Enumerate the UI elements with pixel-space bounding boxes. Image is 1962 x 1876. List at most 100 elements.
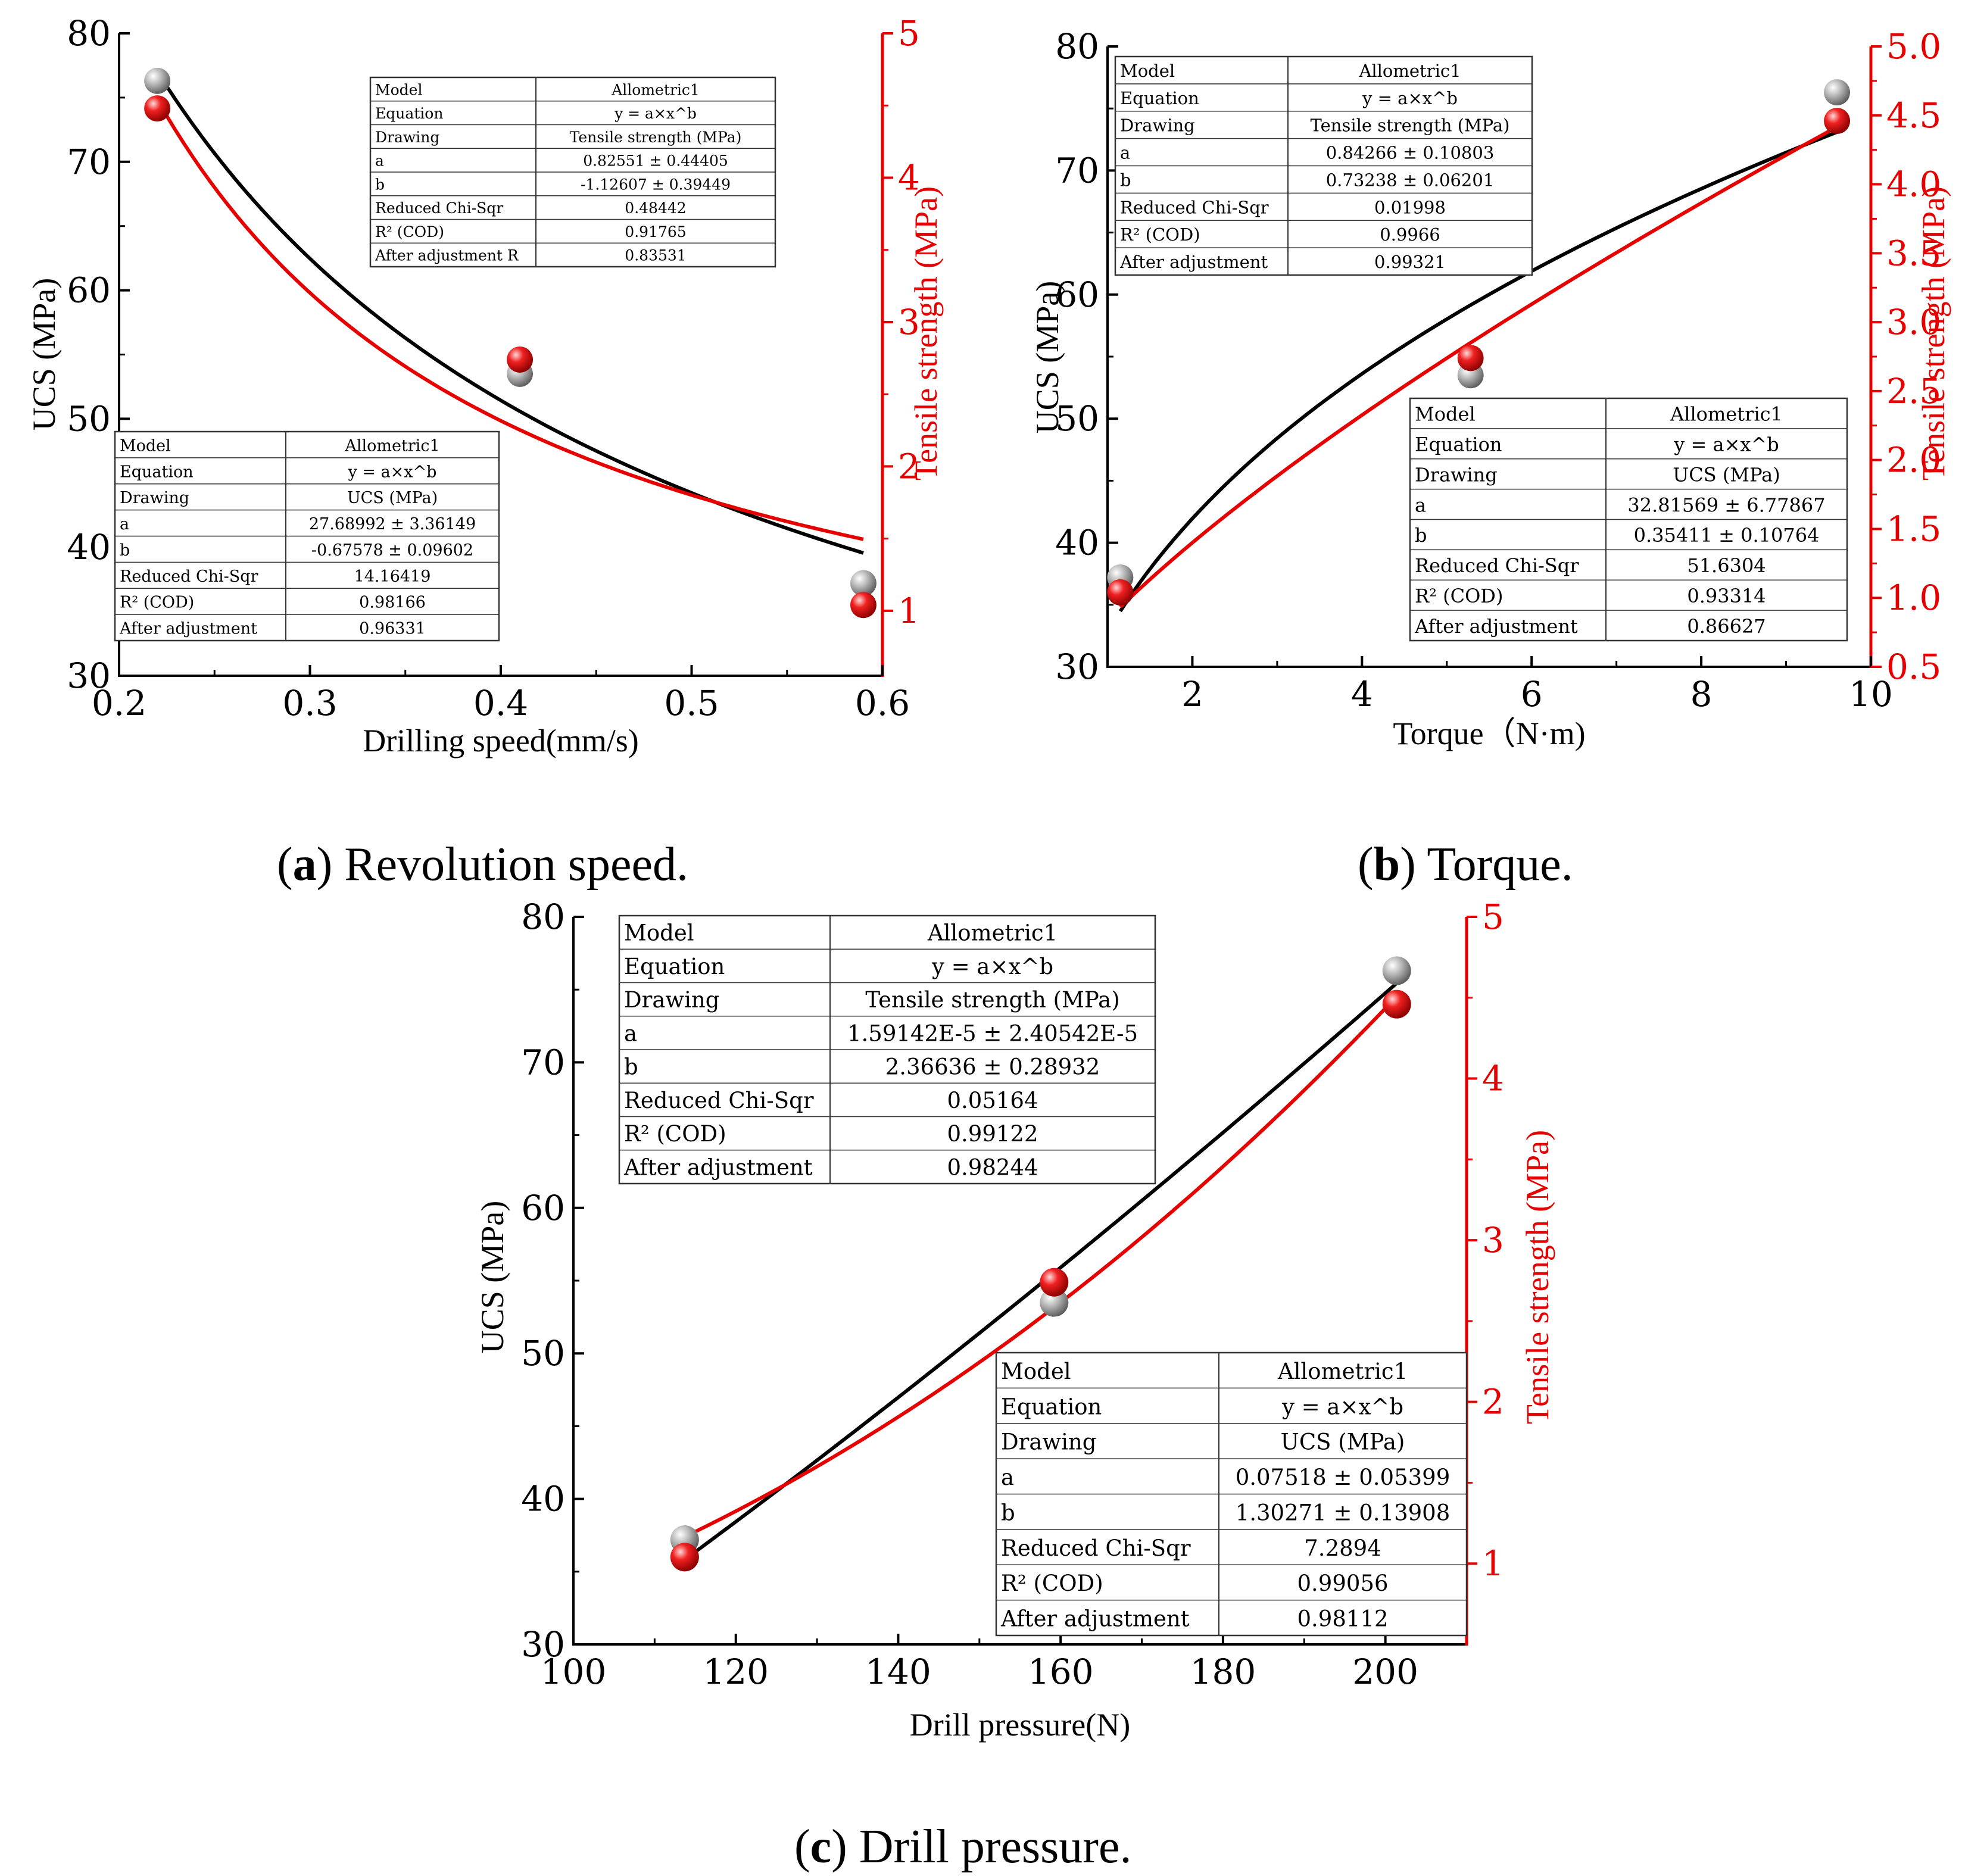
fit-table-value: y = a×x^b — [1281, 1394, 1403, 1419]
y-right-axis-title: Tensile strength (MPa) — [1916, 186, 1951, 480]
ucs-data-point — [144, 67, 171, 94]
fit-table-value: Allometric1 — [344, 436, 439, 455]
x-axis-title: Drilling speed(mm/s) — [363, 723, 638, 758]
x-tick-label: 4 — [1351, 674, 1373, 714]
fit-table-key: Model — [1120, 61, 1175, 81]
fit-table-key: Drawing — [624, 987, 719, 1013]
y-right-tick-label: 5 — [1482, 897, 1504, 937]
y-right-tick-label: 2 — [1482, 1382, 1504, 1422]
fit-table-key: Model — [624, 920, 694, 946]
tensile-fit-curve — [155, 98, 864, 541]
tensile-data-point — [507, 346, 534, 373]
y-left-tick-label: 30 — [67, 655, 111, 696]
fit-table-key: Model — [1415, 403, 1476, 426]
fit-table-key: b — [1120, 170, 1131, 190]
fit-table-value: 0.93314 — [1687, 585, 1766, 607]
x-axis-title: Torque（N·m) — [1393, 716, 1585, 751]
x-tick-label: 200 — [1352, 1652, 1418, 1692]
fit-table-key: Reduced Chi-Sqr — [375, 199, 503, 217]
fit-table-value: -1.12607 ± 0.39449 — [581, 176, 731, 193]
tensile-data-point — [1824, 108, 1851, 135]
y-left-axis-title: UCS (MPa) — [26, 278, 62, 431]
fit-table-value: 0.35411 ± 0.10764 — [1634, 524, 1820, 547]
y-left-tick-label: 50 — [67, 398, 111, 439]
fit-table-value: 51.6304 — [1687, 554, 1766, 577]
caption-letter: c — [810, 1821, 832, 1873]
fit-table-value: 0.91765 — [625, 223, 686, 241]
fit-table-key: R² (COD) — [120, 594, 194, 612]
x-tick-label: 0.4 — [473, 683, 528, 723]
fit-table-value: y = a×x^b — [614, 105, 697, 122]
fit-table-value: 32.81569 ± 6.77867 — [1627, 494, 1825, 516]
figure-caption: (b) Torque. — [1358, 838, 1573, 891]
caption-text: ) Drill pressure. — [831, 1821, 1131, 1873]
fit-table-key: Drawing — [1001, 1429, 1096, 1455]
chart-a: 0.2 0.3 0.4 0.5 0.6 30 40 50 60 70 80 1 2 3 4 5 Drilling… — [26, 13, 944, 891]
fit-table-key: R² (COD) — [1001, 1571, 1103, 1596]
y-left-tick-label: 30 — [521, 1624, 565, 1665]
fit-table-key: Equation — [375, 105, 443, 122]
fit-table-key: Equation — [120, 463, 194, 481]
y-left-tick-label: 70 — [1055, 150, 1099, 191]
fit-table-key: R² (COD) — [624, 1121, 726, 1147]
y-left-tick-label: 80 — [521, 897, 565, 937]
y-left-tick-label: 30 — [1055, 647, 1099, 687]
fit-table-value: 27.68992 ± 3.36149 — [309, 515, 476, 533]
tensile-data-point — [850, 592, 876, 619]
y-right-tick-label: 4 — [1482, 1059, 1504, 1099]
y-right-tick-label: 1 — [1482, 1543, 1504, 1584]
tensile-data-point — [1107, 579, 1134, 605]
fit-table: Model Allometric1 Equation y = a×x^b Drawing… — [618, 914, 1156, 1185]
fit-table-value: Allometric1 — [1277, 1359, 1408, 1384]
chart-c: 100 120 140 160 180 200 30 40 50 60 70 80 1 2 3 4 5 Drill… — [475, 897, 1555, 1873]
y-right-tick-label: 5.0 — [1886, 26, 1941, 67]
fit-table-value: 0.99056 — [1297, 1571, 1388, 1596]
y-left-tick-label: 40 — [521, 1479, 565, 1519]
fit-table-key: a — [375, 152, 384, 170]
ucs-fit-curve — [1118, 130, 1838, 613]
x-axis-title: Drill pressure(N) — [910, 1707, 1130, 1743]
fit-table-value: 2.36636 ± 0.28932 — [885, 1054, 1100, 1080]
y-left-tick-label: 80 — [1055, 26, 1099, 67]
fit-table-key: Reduced Chi-Sqr — [120, 567, 258, 586]
figure-caption: (a) Revolution speed. — [277, 838, 688, 891]
caption-letter: a — [293, 838, 317, 891]
fit-table-key: b — [1415, 524, 1427, 547]
fit-table-key: a — [1001, 1465, 1014, 1490]
x-tick-label: 160 — [1028, 1652, 1094, 1692]
x-tick-label: 100 — [541, 1652, 607, 1692]
y-left-tick-label: 40 — [1055, 523, 1099, 563]
fit-table-value: Allometric1 — [1358, 61, 1461, 81]
fit-table-key: After adjustment — [1414, 615, 1578, 638]
fit-table-value: 14.16419 — [354, 567, 431, 586]
fit-table-value: 0.82551 ± 0.44405 — [583, 152, 728, 170]
fit-table-key: Drawing — [375, 129, 439, 146]
fit-table-value: 7.2894 — [1304, 1535, 1381, 1561]
fit-table-key: Reduced Chi-Sqr — [1415, 554, 1579, 577]
x-tick-label: 180 — [1190, 1652, 1256, 1692]
x-tick-label: 0.2 — [92, 683, 146, 723]
fit-table: Model Allometric1 Equation y = a×x^b Drawing… — [1114, 55, 1533, 276]
fit-table-value: 0.07518 ± 0.05399 — [1236, 1465, 1451, 1490]
y-right-tick-label: 0.5 — [1886, 647, 1941, 687]
fit-table-key: Equation — [1120, 88, 1199, 108]
caption-text: ) Revolution speed. — [317, 838, 688, 891]
fit-table-value: 0.48442 — [625, 199, 686, 217]
y-left-tick-label: 60 — [67, 270, 111, 311]
y-left-axis-title: UCS (MPa) — [475, 1201, 510, 1354]
fit-table-value: Allometric1 — [927, 920, 1058, 946]
tensile-data-point — [144, 95, 171, 122]
fit-table-key: Reduced Chi-Sqr — [1120, 197, 1269, 217]
x-tick-label: 8 — [1690, 674, 1713, 714]
fit-table-key: Equation — [1415, 433, 1502, 456]
x-tick-label: 0.6 — [855, 683, 910, 723]
y-right-tick-label: 4.5 — [1886, 95, 1941, 136]
ucs-fit-curve — [155, 70, 864, 555]
fit-table-key: b — [624, 1054, 638, 1080]
fit-table-value: y = a×x^b — [931, 954, 1053, 979]
tensile-fit-curve — [1119, 125, 1838, 608]
tensile-data-point — [1382, 989, 1411, 1019]
fit-table-key: Reduced Chi-Sqr — [1001, 1535, 1191, 1561]
fit-table-value: 0.01998 — [1374, 197, 1446, 217]
fit-table-value: y = a×x^b — [1362, 88, 1458, 108]
